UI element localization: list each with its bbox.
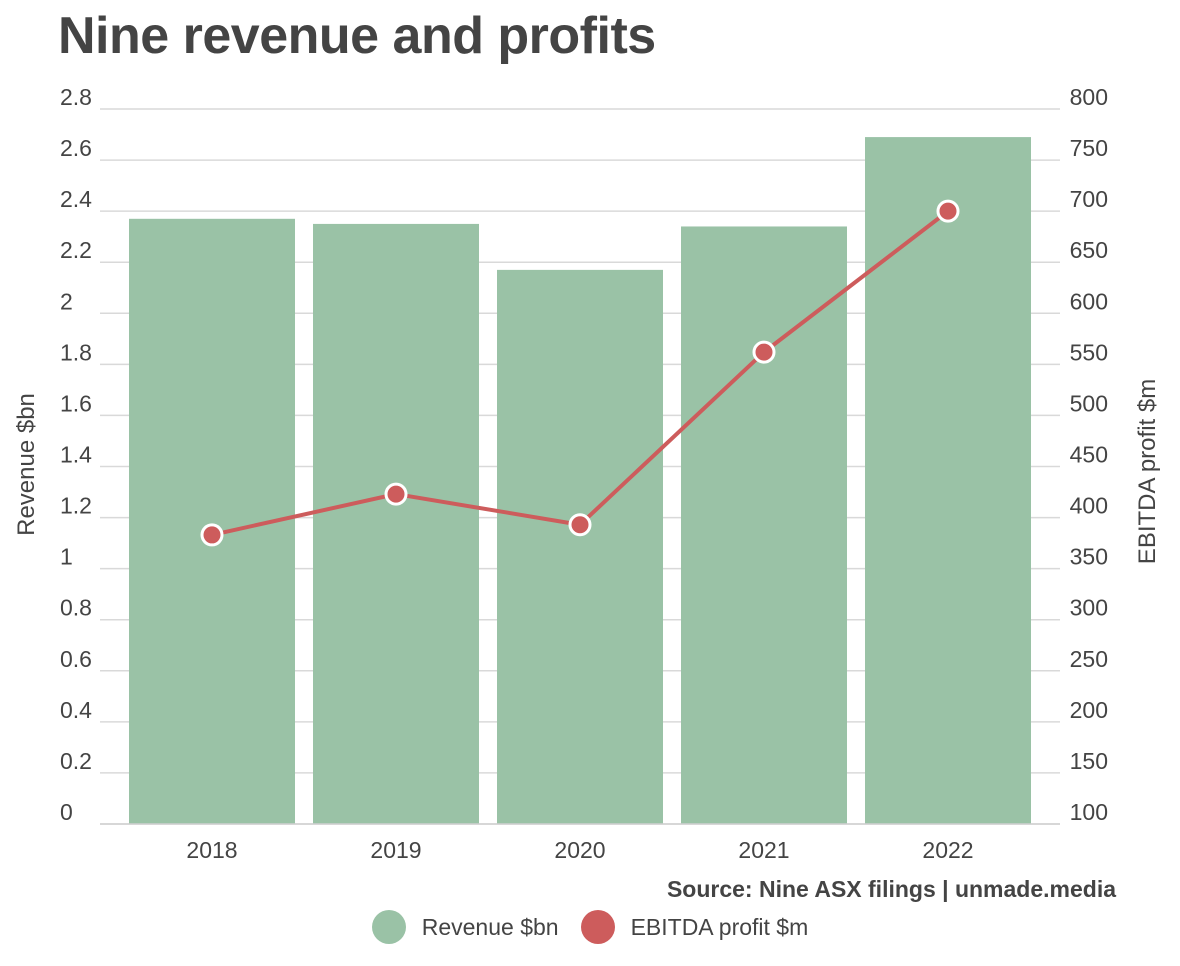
y-left-tick-label: 2.8 [60, 84, 92, 110]
point-ebitda-2018 [200, 523, 224, 547]
y-right-tick-label: 100 [1070, 799, 1108, 825]
legend-label-ebitda: EBITDA profit $m [630, 913, 809, 940]
legend-item-revenue[interactable]: Revenue $bn [371, 910, 559, 944]
y-left-tick-label: 2 [60, 288, 73, 314]
point-ebitda-2021 [752, 340, 776, 364]
y-left-tick-label: 1.8 [60, 339, 92, 365]
y-left-axis-title: Revenue $bn [13, 393, 40, 536]
legend-item-ebitda[interactable]: EBITDA profit $m [580, 910, 809, 944]
y-right-tick-label: 800 [1070, 84, 1108, 110]
point-ebitda-2019 [384, 482, 408, 506]
y-right-tick-label: 250 [1070, 646, 1108, 672]
y-right-tick-label: 700 [1070, 186, 1108, 212]
point-ebitda-2020 [568, 513, 592, 537]
y-right-tick-label: 200 [1070, 697, 1108, 723]
y-left-tick-label: 2.6 [60, 135, 92, 161]
x-tick-label: 2021 [738, 837, 789, 863]
y-left-tick-label: 2.4 [60, 186, 92, 212]
y-left-tick-label: 1 [60, 544, 73, 570]
y-right-tick-label: 550 [1070, 339, 1108, 365]
y-right-tick-label: 600 [1070, 288, 1108, 314]
y-right-tick-label: 650 [1070, 237, 1108, 263]
y-left-tick-label: 1.2 [60, 493, 92, 519]
x-tick-label: 2018 [186, 837, 237, 863]
x-tick-label: 2020 [554, 837, 605, 863]
chart-title: Nine revenue and profits [58, 7, 656, 65]
y-left-tick-label: 2.2 [60, 237, 92, 263]
y-right-axis-title: EBITDA profit $m [1134, 379, 1161, 564]
y-left-tick-label: 0.4 [60, 697, 92, 723]
y-right-tick-label: 300 [1070, 595, 1108, 621]
bar-revenue-2021 [681, 226, 847, 824]
legend-label-revenue: Revenue $bn [421, 913, 559, 940]
legend-swatch-revenue [371, 910, 406, 944]
y-left-tick-label: 1.4 [60, 442, 92, 468]
x-tick-label: 2019 [370, 837, 421, 863]
y-left-tick-label: 1.6 [60, 390, 92, 416]
y-left-tick-label: 0.6 [60, 646, 92, 672]
chart-plot: 0 0.2 0.4 0.6 0.8 1 1.2 1.4 1.6 1.8 2 2.2 2.4 2.6 2.8 1… [13, 84, 1161, 863]
point-ebitda-2022 [936, 199, 960, 223]
source-note: Source: Nine ASX filings | unmade.media [666, 876, 1116, 902]
y-right-tick-label: 150 [1070, 748, 1108, 774]
x-tick-label: 2022 [922, 837, 973, 863]
y-right-tick-label: 450 [1070, 442, 1108, 468]
bar-revenue-2022 [865, 137, 1031, 824]
y-left-tick-label: 0.8 [60, 595, 92, 621]
legend-swatch-ebitda [580, 910, 615, 944]
y-right-tick-label: 500 [1070, 390, 1108, 416]
y-right-tick-label: 350 [1070, 544, 1108, 570]
bar-revenue-2019 [313, 223, 479, 825]
y-right-tick-label: 400 [1070, 493, 1108, 519]
y-left-tick-label: 0.2 [60, 748, 92, 774]
bar-revenue-2020 [497, 269, 663, 824]
chart-legend: Revenue $bn EBITDA profit $m [0, 910, 1180, 944]
y-right-tick-label: 750 [1070, 135, 1108, 161]
y-left-tick-label: 0 [60, 799, 73, 825]
